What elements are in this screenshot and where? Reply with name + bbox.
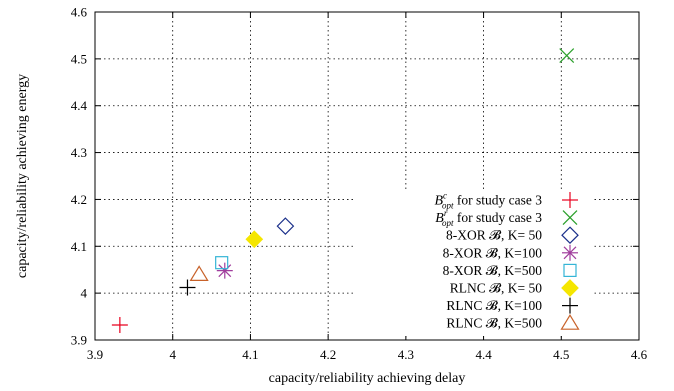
data-point-4 xyxy=(216,262,233,279)
data-point-5 xyxy=(215,256,229,270)
y-tick-label: 4 xyxy=(81,286,88,301)
x-tick-label: 3.9 xyxy=(87,347,103,362)
legend-marker xyxy=(561,226,579,245)
legend-label: 8-XOR 𝓑, K= 50 xyxy=(446,228,542,243)
x-tick-label: 4.4 xyxy=(475,347,492,362)
legend-label: 8-XOR 𝓑, K=100 xyxy=(443,245,543,260)
legend-marker xyxy=(562,297,578,314)
legend-entry-5: 8-XOR 𝓑, K=500 xyxy=(443,263,577,278)
y-tick-label: 4.4 xyxy=(71,98,88,113)
legend-entry-3: 8-XOR 𝓑, K= 50 xyxy=(446,226,579,245)
y-tick-label: 3.9 xyxy=(71,333,87,348)
legend-entry-6: RLNC 𝓑, K= 50 xyxy=(450,279,579,297)
legend-label: 8-XOR 𝓑, K=500 xyxy=(443,263,543,278)
x-tick-label: 4.1 xyxy=(242,347,258,362)
legend-marker xyxy=(562,192,578,208)
data-point-8 xyxy=(189,265,209,281)
y-axis-label: capacity/reliability achieving energy xyxy=(15,74,30,278)
legend-marker xyxy=(560,314,580,330)
axis-ticks xyxy=(94,11,640,341)
legend: Bc opt for study case 3Br opt for study ca… xyxy=(434,191,580,331)
x-tick-label: 4.6 xyxy=(631,347,648,362)
legend-label: Bc opt for study case 3 xyxy=(434,191,542,211)
y-tick-label: 4.3 xyxy=(71,145,87,160)
legend-marker xyxy=(561,279,579,297)
legend-entry-1: Bc opt for study case 3 xyxy=(434,191,578,211)
y-tick-label: 4.6 xyxy=(71,5,88,20)
grid-lines xyxy=(95,12,639,340)
y-tick-label: 4.2 xyxy=(71,192,87,207)
legend-label: RLNC 𝓑, K=500 xyxy=(446,316,542,331)
y-tick-label: 4.5 xyxy=(71,51,87,66)
legend-entry-4: 8-XOR 𝓑, K=100 xyxy=(443,244,578,261)
data-point-7 xyxy=(179,279,196,296)
legend-marker xyxy=(563,263,577,277)
legend-marker xyxy=(562,210,578,226)
legend-label: RLNC 𝓑, K=100 xyxy=(446,298,542,313)
data-point-1 xyxy=(111,317,128,334)
data-point-6 xyxy=(245,230,264,249)
legend-marker xyxy=(562,244,578,261)
plot-frame xyxy=(94,11,640,341)
x-tick-label: 4.2 xyxy=(320,347,336,362)
tick-labels: 3.9 4 4.1 4.2 4.3 4.4 4.5 4.6 3.9 4 4.1 4.2 4.3 4.4 4.… xyxy=(71,5,648,363)
legend-label: Br opt for study case 3 xyxy=(435,208,542,228)
data-point-2 xyxy=(559,48,575,64)
data-points xyxy=(111,48,575,334)
x-axis-label: capacity/reliability achieving delay xyxy=(269,371,466,386)
legend-entry-8: RLNC 𝓑, K=500 xyxy=(446,314,580,331)
legend-entry-7: RLNC 𝓑, K=100 xyxy=(446,297,578,314)
y-tick-label: 4.1 xyxy=(71,239,87,254)
legend-entry-2: Br opt for study case 3 xyxy=(435,208,578,228)
x-tick-label: 4 xyxy=(169,347,176,362)
data-point-3 xyxy=(276,217,295,235)
x-tick-label: 4.3 xyxy=(398,347,414,362)
legend-label: RLNC 𝓑, K= 50 xyxy=(450,281,543,296)
legend-background xyxy=(354,190,592,336)
x-tick-label: 4.5 xyxy=(553,347,569,362)
